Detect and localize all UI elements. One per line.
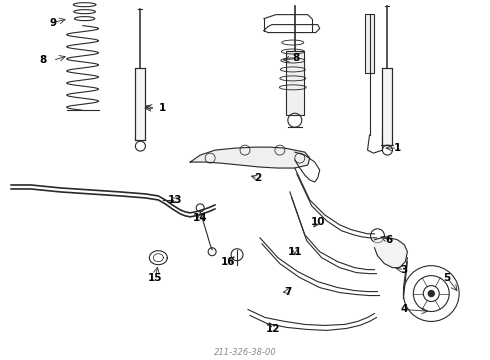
Bar	[383, 68, 392, 145]
Text: 14: 14	[193, 213, 207, 223]
Polygon shape	[374, 238, 407, 268]
Bar	[286, 50, 304, 115]
Text: 15: 15	[148, 273, 163, 283]
Text: 6: 6	[386, 235, 393, 245]
Text: 11: 11	[288, 247, 302, 257]
Text: 5: 5	[443, 273, 451, 283]
Bar	[135, 68, 146, 140]
Circle shape	[428, 291, 434, 297]
Text: 13: 13	[168, 195, 182, 205]
Polygon shape	[190, 147, 310, 168]
Text: 16: 16	[221, 257, 235, 267]
Text: 12: 12	[266, 324, 280, 334]
Text: 211-326-38-00: 211-326-38-00	[214, 348, 276, 357]
Text: 8: 8	[39, 55, 47, 66]
Text: 2: 2	[254, 173, 262, 183]
Bar	[365, 14, 374, 73]
Text: 4: 4	[401, 305, 408, 315]
Text: 9: 9	[49, 18, 56, 28]
Text: 7: 7	[284, 287, 292, 297]
Text: 8: 8	[292, 54, 299, 63]
Text: 3: 3	[401, 265, 408, 275]
Text: 1: 1	[394, 143, 401, 153]
Text: 1: 1	[159, 103, 166, 113]
Text: 10: 10	[311, 217, 325, 227]
